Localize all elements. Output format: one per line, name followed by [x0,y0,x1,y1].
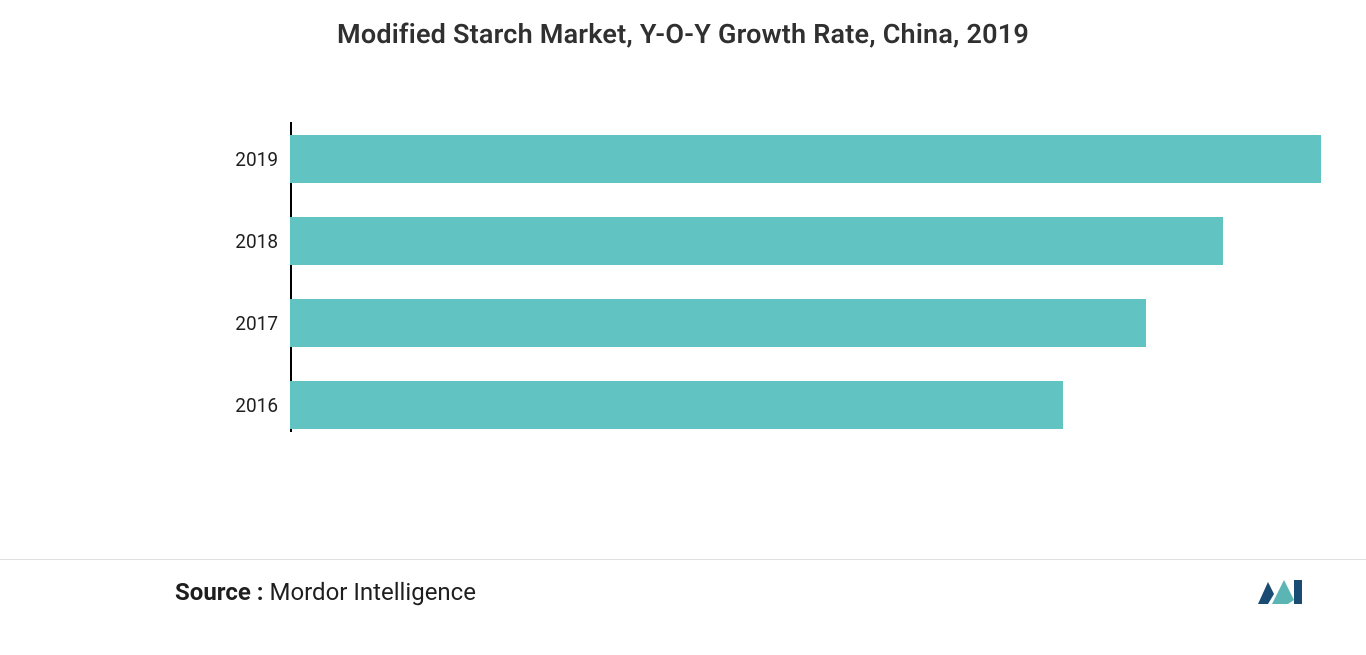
category-label: 2017 [235,312,290,335]
bar-track [290,381,1321,429]
source-text: Source : Mordor Intelligence [175,578,476,606]
bar-fill [290,381,1063,429]
category-label: 2016 [235,394,290,417]
chart-plot-area: 2019 2018 2017 2016 [235,130,1321,450]
category-label: 2019 [235,148,290,171]
bar-fill [290,299,1146,347]
bar-track [290,299,1321,347]
bar-row: 2018 [235,212,1321,270]
category-label: 2018 [235,230,290,253]
source-label: Source : [175,578,270,606]
chart-container: Modified Starch Market, Y-O-Y Growth Rat… [0,0,1366,655]
bar-row: 2017 [235,294,1321,352]
bar-fill [290,217,1223,265]
chart-title: Modified Starch Market, Y-O-Y Growth Rat… [0,0,1366,60]
bar-track [290,217,1321,265]
source-value: Mordor Intelligence [270,578,476,606]
separator-line [0,559,1366,560]
bar-row: 2016 [235,376,1321,434]
mordor-logo-icon [1256,574,1316,610]
bar-fill [290,135,1321,183]
footer: Source : Mordor Intelligence [175,574,1316,610]
bar-row: 2019 [235,130,1321,188]
bar-track [290,135,1321,183]
